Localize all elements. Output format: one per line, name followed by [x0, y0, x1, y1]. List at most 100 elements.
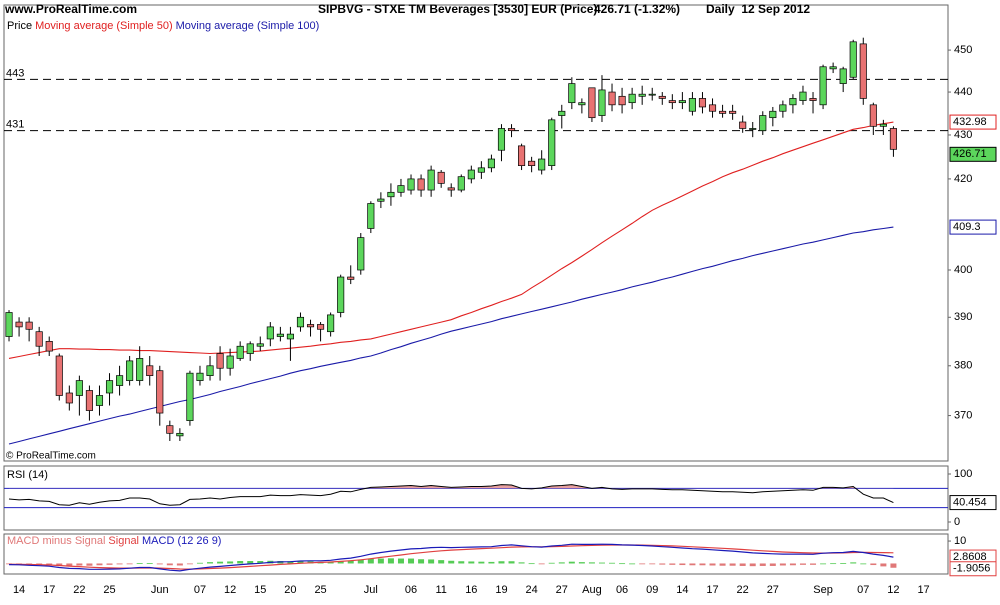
- candle-body: [879, 123, 887, 127]
- candle-body: [688, 98, 696, 112]
- candle-body: [156, 370, 164, 414]
- candle-body: [136, 358, 144, 381]
- histogram-bar: [458, 561, 465, 564]
- histogram-bar: [588, 562, 595, 564]
- histogram-bar: [156, 563, 163, 565]
- candle-body: [497, 128, 506, 151]
- histogram-bar: [297, 561, 304, 564]
- histogram-bar: [387, 558, 394, 564]
- candle-body: [75, 380, 83, 396]
- y-tick-label: 380: [954, 360, 972, 372]
- level-label: 443: [6, 67, 24, 79]
- candle-body: [507, 128, 516, 131]
- y-tick-label: 440: [954, 86, 972, 98]
- histogram-bar: [237, 561, 244, 564]
- histogram-bar: [890, 563, 897, 568]
- value-box-label: 2.8608: [953, 551, 987, 563]
- value-box: [949, 114, 997, 130]
- candle-body: [226, 355, 234, 369]
- histogram-bar: [287, 561, 294, 564]
- candle-body: [5, 312, 13, 337]
- macd-legend: MACD minus Signal Signal MACD (12 26 9): [7, 535, 221, 547]
- candle-body: [658, 95, 666, 99]
- candle-body: [246, 343, 254, 354]
- candle-body: [809, 98, 817, 101]
- candle-body: [65, 392, 73, 404]
- value-box: [949, 146, 997, 162]
- histogram-bar: [377, 558, 384, 564]
- candle-body: [45, 341, 53, 352]
- histogram-bar: [568, 561, 575, 564]
- x-tick-label: 25: [103, 584, 115, 596]
- y-tick-label: 400: [954, 264, 972, 276]
- histogram-bar: [46, 563, 53, 565]
- histogram-bar: [367, 558, 374, 564]
- candle-body: [467, 169, 475, 180]
- histogram-bar: [548, 562, 555, 564]
- histogram-bar: [36, 563, 43, 565]
- candle-body: [548, 119, 556, 166]
- histogram-bar: [468, 561, 475, 564]
- candle-body: [678, 100, 686, 104]
- histogram-bar: [538, 563, 545, 565]
- x-tick-label: 19: [495, 584, 507, 596]
- value-box-label: 40.454: [953, 496, 987, 508]
- histogram-bar: [759, 563, 766, 566]
- histogram-bar: [609, 562, 616, 564]
- x-tick-label: 06: [616, 584, 628, 596]
- candle-body: [427, 169, 435, 191]
- x-tick-label: 27: [556, 584, 568, 596]
- histogram-bar: [880, 563, 887, 567]
- histogram-bar: [186, 563, 193, 565]
- x-tick-label: Jun: [151, 584, 169, 596]
- histogram-bar: [56, 563, 63, 566]
- y-tick-label: 370: [954, 409, 972, 421]
- x-tick-label: 17: [917, 584, 929, 596]
- histogram-bar: [347, 560, 354, 564]
- candle-body: [558, 110, 566, 116]
- candle-body: [367, 203, 375, 229]
- candle-body: [779, 104, 787, 112]
- price-panel: [3, 4, 949, 462]
- candle-body: [719, 110, 727, 114]
- histogram-bar: [76, 563, 83, 566]
- x-tick-label: 14: [676, 584, 688, 596]
- histogram-bar: [739, 563, 746, 566]
- x-tick-label: Jul: [364, 584, 378, 596]
- histogram-bar: [528, 563, 535, 565]
- candle-body: [739, 121, 747, 129]
- candle-body: [749, 128, 757, 130]
- rsi-fill: [365, 484, 856, 489]
- candle-body: [518, 145, 526, 166]
- histogram-bar: [578, 562, 585, 564]
- x-tick-label: 14: [13, 584, 25, 596]
- x-tick-label: 16: [465, 584, 477, 596]
- y-tick-label: 100: [954, 468, 972, 480]
- histogram-bar: [478, 561, 485, 564]
- histogram-bar: [408, 558, 415, 564]
- histogram-bar: [719, 563, 726, 566]
- y-tick-label: 0: [954, 516, 960, 528]
- legend-hist: MACD minus Signal: [7, 535, 105, 547]
- histogram-bar: [217, 561, 224, 564]
- histogram-bar: [729, 563, 736, 566]
- candle-body: [126, 360, 134, 381]
- candle-body: [568, 83, 576, 104]
- candle-body: [789, 98, 797, 106]
- x-tick-label: 07: [194, 584, 206, 596]
- candle-body: [196, 372, 204, 381]
- histogram-bar: [820, 563, 827, 565]
- histogram-bar: [176, 563, 183, 566]
- candle-body: [869, 104, 877, 127]
- histogram-bar: [789, 563, 796, 566]
- candle-body: [357, 237, 365, 271]
- candle-body: [829, 66, 837, 70]
- histogram-bar: [558, 562, 565, 564]
- candle-body: [95, 395, 104, 406]
- candle-body: [327, 314, 335, 333]
- candle-body: [105, 380, 114, 394]
- x-tick-label: 07: [857, 584, 869, 596]
- histogram-bar: [689, 563, 696, 566]
